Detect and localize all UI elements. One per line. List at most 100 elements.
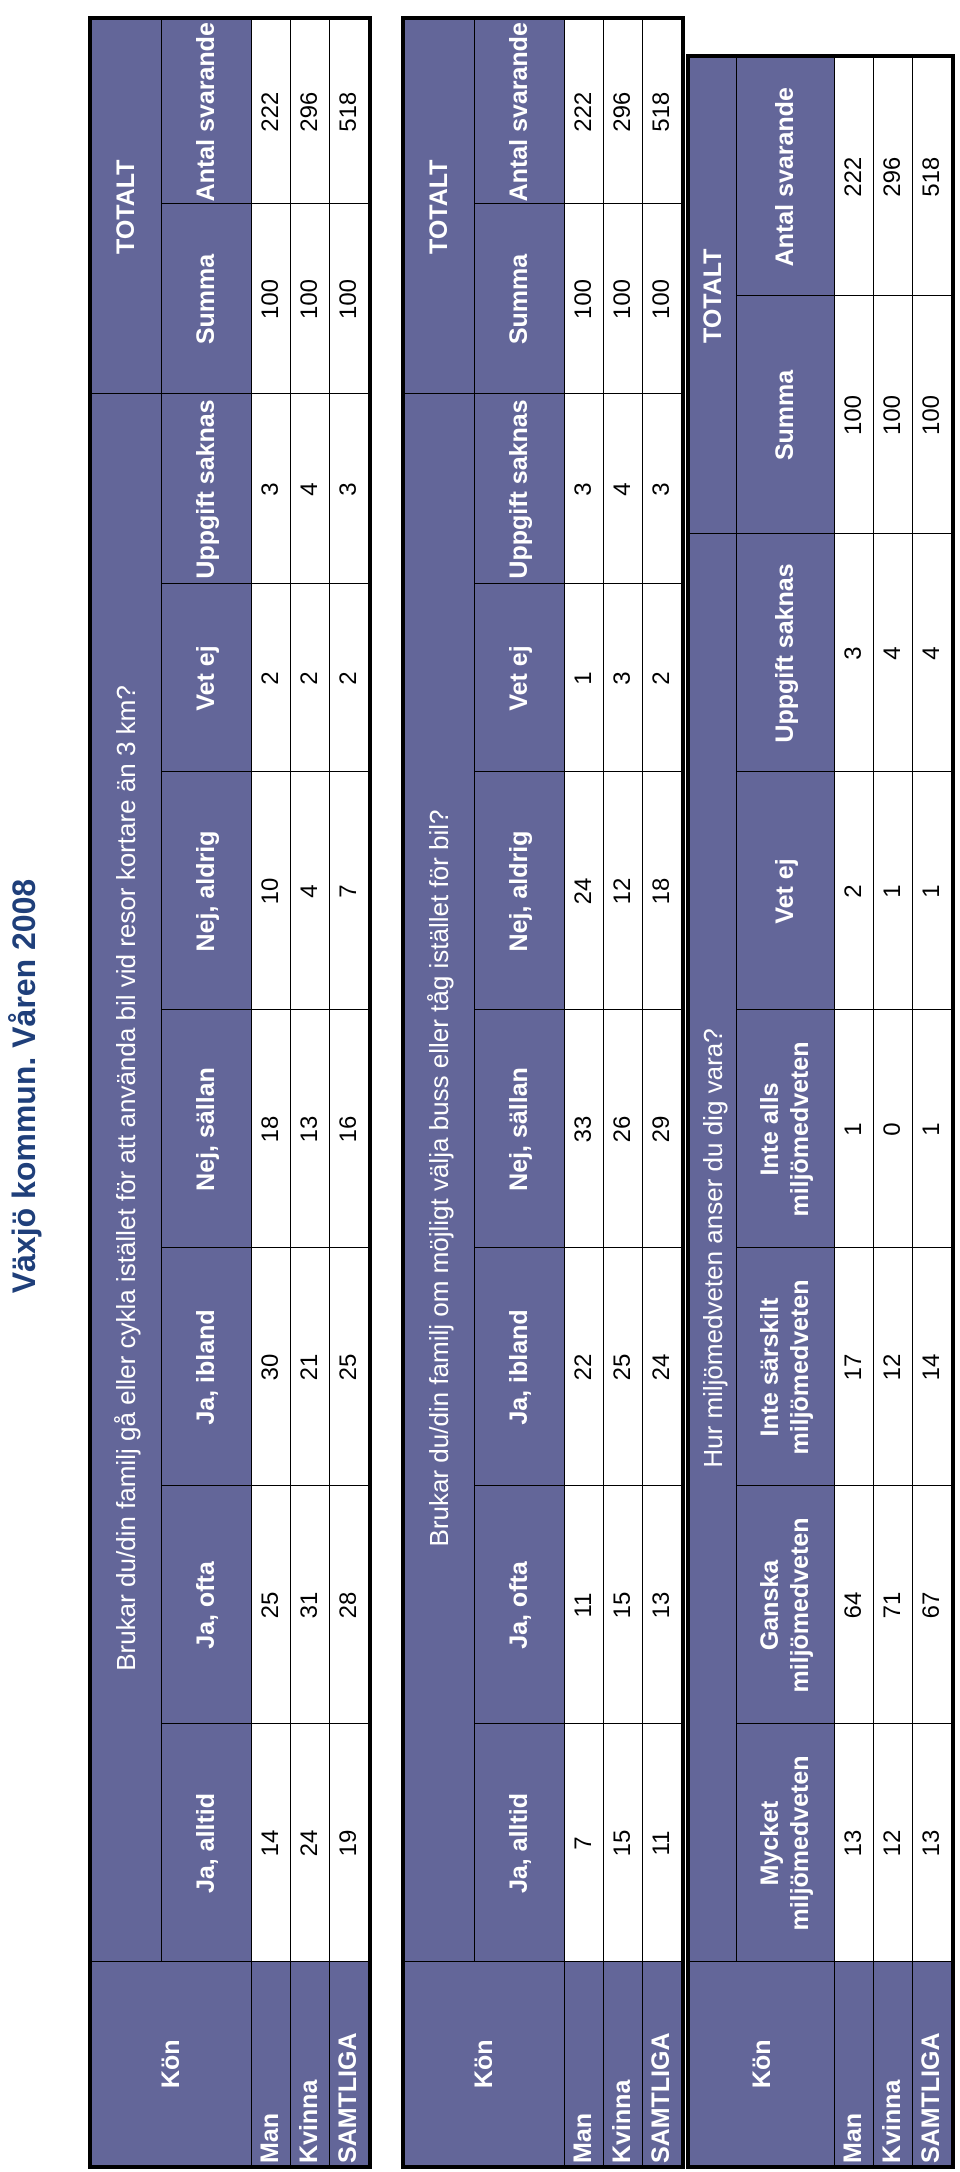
cell: 12 xyxy=(873,1724,912,1962)
cell: 25 xyxy=(329,1248,370,1486)
table-environmental-awareness: Kön Hur miljömedveten anser du dig vara?… xyxy=(686,54,955,2169)
column-header: Nej, aldrig xyxy=(474,772,564,1010)
question: Brukar du/din familj om möjligt välja bu… xyxy=(403,394,474,1962)
table-row: Man 13 64 17 1 2 3 100 222 xyxy=(834,56,873,2167)
table-row: Kvinna 12 71 12 0 1 4 100 296 xyxy=(873,56,912,2167)
cell: 100 xyxy=(603,204,642,394)
cell: 13 xyxy=(912,1724,953,1962)
table-row: SAMTLIGA 13 67 14 1 1 4 100 518 xyxy=(912,56,953,2167)
cell: 518 xyxy=(642,18,683,204)
cell: 100 xyxy=(251,204,290,394)
column-header: Vet ej xyxy=(161,584,251,772)
row-label: Kvinna xyxy=(873,1962,912,2167)
row-header: Kön xyxy=(688,1962,834,2167)
table-row: SAMTLIGA 11 13 24 29 18 2 3 100 518 xyxy=(642,18,683,2167)
column-header: Uppgift saknas xyxy=(161,394,251,584)
row-label: SAMTLIGA xyxy=(329,1962,370,2167)
cell: 4 xyxy=(603,394,642,584)
table-row: Man 7 11 22 33 24 1 3 100 222 xyxy=(564,18,603,2167)
total-header: TOTALT xyxy=(403,18,474,394)
cell: 14 xyxy=(912,1248,953,1486)
cell: 3 xyxy=(251,394,290,584)
column-header: Ja, ibland xyxy=(161,1248,251,1486)
cell: 3 xyxy=(834,534,873,772)
cell: 3 xyxy=(329,394,370,584)
cell: 71 xyxy=(873,1486,912,1724)
table-row: SAMTLIGA 19 28 25 16 7 2 3 100 518 xyxy=(329,18,370,2167)
cell: 4 xyxy=(290,394,329,584)
column-header: Antal svarande xyxy=(736,56,834,296)
row-header: Kön xyxy=(90,1962,251,2167)
table-row: Kvinna 24 31 21 13 4 2 4 100 296 xyxy=(290,18,329,2167)
cell: 18 xyxy=(642,772,683,1010)
row-label: Kvinna xyxy=(290,1962,329,2167)
cell: 1 xyxy=(912,1010,953,1248)
cell: 33 xyxy=(564,1010,603,1248)
cell: 22 xyxy=(564,1248,603,1486)
column-header: Mycket miljömedveten xyxy=(736,1724,834,1962)
cell: 2 xyxy=(834,772,873,1010)
column-header: Ja, ofta xyxy=(474,1486,564,1724)
cell: 2 xyxy=(329,584,370,772)
cell: 222 xyxy=(564,18,603,204)
cell: 12 xyxy=(873,1248,912,1486)
cell: 3 xyxy=(603,584,642,772)
column-header: Antal svarande xyxy=(474,18,564,204)
cell: 296 xyxy=(873,56,912,296)
cell: 4 xyxy=(873,534,912,772)
row-label: Man xyxy=(834,1962,873,2167)
cell: 100 xyxy=(290,204,329,394)
cell: 1 xyxy=(834,1010,873,1248)
row-header: Kön xyxy=(403,1962,564,2167)
column-header: Nej, aldrig xyxy=(161,772,251,1010)
cell: 31 xyxy=(290,1486,329,1724)
total-header: TOTALT xyxy=(688,56,736,534)
column-header: Ganska miljömedveten xyxy=(736,1486,834,1724)
cell: 1 xyxy=(873,772,912,1010)
cell: 3 xyxy=(642,394,683,584)
cell: 100 xyxy=(834,296,873,534)
column-header: Ja, ofta xyxy=(161,1486,251,1724)
cell: 67 xyxy=(912,1486,953,1724)
row-label: Man xyxy=(251,1962,290,2167)
total-header: TOTALT xyxy=(90,18,161,394)
cell: 26 xyxy=(603,1010,642,1248)
cell: 24 xyxy=(564,772,603,1010)
cell: 7 xyxy=(564,1724,603,1962)
column-header: Summa xyxy=(736,296,834,534)
cell: 10 xyxy=(251,772,290,1010)
cell: 7 xyxy=(329,772,370,1010)
column-header: Nej, sällan xyxy=(161,1010,251,1248)
cell: 2 xyxy=(290,584,329,772)
cell: 28 xyxy=(329,1486,370,1724)
cell: 4 xyxy=(912,534,953,772)
column-header: Antal svarande xyxy=(161,18,251,204)
question: Hur miljömedveten anser du dig vara? xyxy=(688,534,736,1962)
cell: 25 xyxy=(603,1248,642,1486)
cell: 100 xyxy=(912,296,953,534)
cell: 100 xyxy=(642,204,683,394)
cell: 18 xyxy=(251,1010,290,1248)
cell: 2 xyxy=(642,584,683,772)
cell: 16 xyxy=(329,1010,370,1248)
column-header: Nej, sällan xyxy=(474,1010,564,1248)
cell: 30 xyxy=(251,1248,290,1486)
cell: 13 xyxy=(834,1724,873,1962)
cell: 518 xyxy=(329,18,370,204)
cell: 11 xyxy=(642,1724,683,1962)
cell: 64 xyxy=(834,1486,873,1724)
cell: 1 xyxy=(564,584,603,772)
cell: 17 xyxy=(834,1248,873,1486)
column-header: Vet ej xyxy=(736,772,834,1010)
column-header: Uppgift saknas xyxy=(736,534,834,772)
column-header: Inte alls miljömedveten xyxy=(736,1010,834,1248)
cell: 222 xyxy=(251,18,290,204)
table-row: Kvinna 15 15 25 26 12 3 4 100 296 xyxy=(603,18,642,2167)
table-cycling: Kön Brukar du/din familj gå eller cykla … xyxy=(88,16,372,2169)
cell: 12 xyxy=(603,772,642,1010)
column-header: Summa xyxy=(474,204,564,394)
row-label: Man xyxy=(564,1962,603,2167)
column-header: Vet ej xyxy=(474,584,564,772)
row-label: Kvinna xyxy=(603,1962,642,2167)
